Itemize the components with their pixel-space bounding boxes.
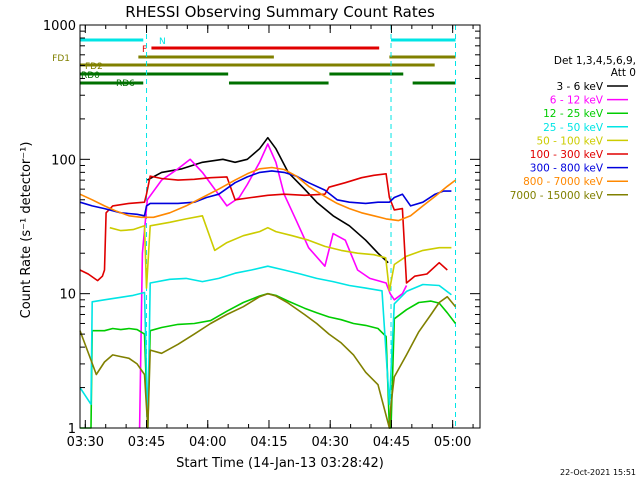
flag-label-f: F	[142, 45, 147, 55]
axes: 03:30 03:45 04:00 04:15 04:30 04:45 05:00 1 10 10…	[43, 19, 481, 450]
flag-label-fd2: FD2	[85, 62, 103, 72]
legend-label: 300 - 800 keV	[530, 163, 604, 175]
flag-label-fd1: FD1	[52, 54, 70, 64]
series-line-3-6-kev	[146, 136, 389, 264]
y-axis-label: Count Rate (s⁻¹ detector⁻¹)	[19, 142, 34, 319]
y-tick-label: 100	[51, 153, 76, 168]
flag-label-rd6: RD6	[116, 79, 135, 89]
x-tick-label: 04:00	[189, 435, 226, 450]
y-tick-label: 1000	[43, 19, 76, 34]
legend-label: 6 - 12 keV	[550, 95, 604, 107]
series-line-7000-15000-kev	[79, 292, 457, 429]
legend-label: 100 - 300 keV	[530, 149, 604, 161]
x-tick-label: 05:00	[434, 435, 471, 450]
x-axis-label: Start Time (14-Jan-13 03:28:42)	[176, 456, 384, 471]
legend-header: Att 0	[611, 67, 636, 79]
y-tick-label: 10	[59, 288, 76, 303]
x-tick-label: 04:15	[250, 435, 287, 450]
x-tick-label: 03:30	[67, 435, 104, 450]
x-tick-label: 04:30	[311, 435, 348, 450]
y-tick-label: 1	[68, 422, 76, 437]
legend-label: 3 - 6 keV	[556, 81, 603, 93]
plot-frame	[79, 24, 481, 429]
legend-label: 7000 - 15000 keV	[510, 190, 604, 202]
series-lines	[79, 136, 457, 429]
series-line-800-7000-kev	[79, 166, 456, 222]
chart-title: RHESSI Observing Summary Count Rates	[125, 3, 435, 21]
series-line-300-800-kev	[79, 170, 452, 217]
legend: Det 1,3,4,5,6,9,Att 0 3 - 6 keV 6 - 12 keV…	[510, 55, 636, 202]
series-line-25-50-kev	[79, 265, 452, 429]
legend-label: 800 - 7000 keV	[523, 176, 604, 188]
legend-header: Det 1,3,4,5,6,9,	[554, 55, 636, 67]
timestamp: 22-Oct-2021 15:51	[560, 468, 636, 477]
x-tick-label: 03:45	[128, 435, 165, 450]
flag-label-n: N	[159, 37, 166, 47]
series-line-50-100-kev	[109, 215, 452, 292]
flag-label-rd0: RD0	[81, 71, 100, 81]
x-tick-label: 04:45	[373, 435, 410, 450]
legend-label: 12 - 25 keV	[543, 108, 604, 120]
legend-label: 50 - 100 keV	[536, 135, 603, 147]
series-line-6-12-kev	[138, 143, 408, 429]
legend-label: 25 - 50 keV	[543, 122, 604, 134]
